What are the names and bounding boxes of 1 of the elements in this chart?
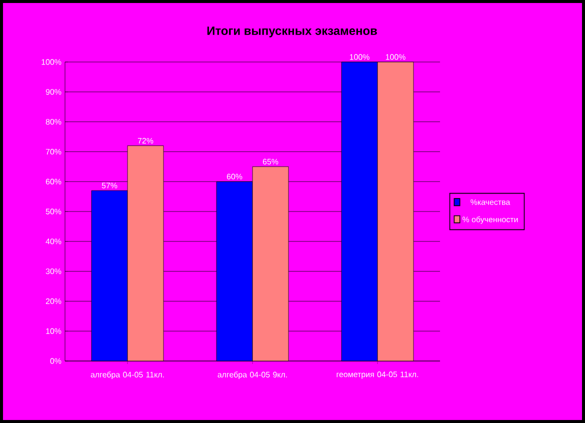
chart-title: Итоги выпускных экзаменов (207, 26, 377, 38)
